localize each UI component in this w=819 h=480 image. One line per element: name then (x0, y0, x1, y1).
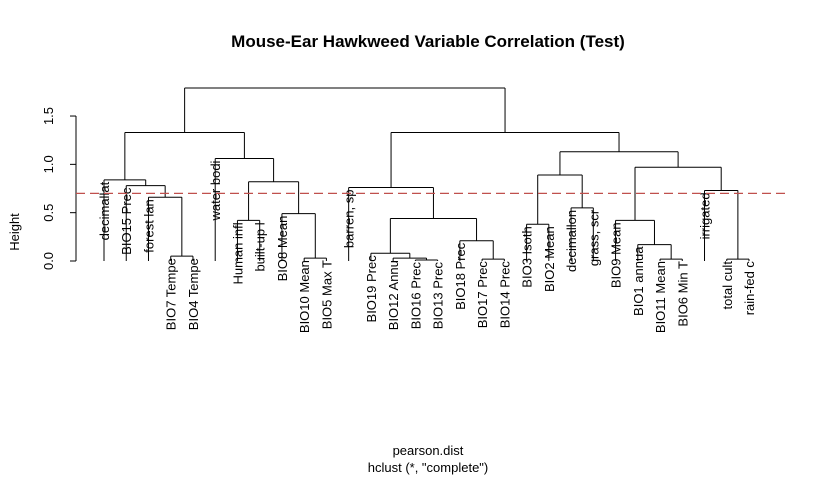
leaf-label: BIO6 Min T (675, 261, 690, 327)
leaf-label: BIO4 Tempe (186, 258, 201, 330)
y-tick-label: 1.0 (41, 155, 56, 173)
y-tick-label: 1.5 (41, 107, 56, 125)
y-axis: 0.0 0.5 1.0 1.5 (41, 107, 77, 270)
leaf-label: BIO8 Mean (275, 216, 290, 282)
leaf-label: BIO10 Mean (297, 260, 312, 333)
x-axis-sublabel: hclust (*, "complete") (368, 460, 489, 475)
leaf-label: forest lan (141, 199, 156, 252)
leaf-label: BIO11 Mean (653, 261, 668, 333)
leaf-label: BIO9 Mean (609, 222, 624, 288)
leaf-label: water bodi (208, 160, 223, 221)
leaf-label: BIO5 Max T (319, 260, 334, 329)
leaf-label: total cult (720, 261, 735, 310)
leaf-label: BIO2 Mean (542, 226, 557, 292)
leaf-label: BIO14 Prec (497, 261, 512, 329)
dendrogram-tree (103, 87, 750, 261)
leaf-label: BIO3 Isoth (520, 226, 535, 287)
leaf-label: built-up l (253, 222, 268, 271)
leaf-label: BIO18 Prec (453, 242, 468, 310)
leaf-label: BIO19 Prec (364, 255, 379, 323)
y-tick-label: 0.5 (41, 204, 56, 222)
leaf-label: irrigated (698, 192, 713, 239)
leaf-label: BIO12 Annu (386, 260, 401, 330)
leaf-label: decimallat (97, 181, 112, 240)
leaf-label: BIO15 Prec (119, 187, 134, 255)
leaf-labels: decimallat BIO15 Prec forest lan BIO7 Tempe… (97, 160, 757, 333)
leaf-label: decimallon (564, 210, 579, 272)
leaf-label: grass, scr (586, 209, 601, 266)
leaf-label: barren, sp (342, 190, 357, 249)
x-axis-label: pearson.dist (393, 443, 464, 458)
leaf-label: BIO1 annua (631, 246, 646, 316)
leaf-label: BIO16 Prec (408, 262, 423, 330)
y-axis-label: Height (7, 213, 22, 251)
leaf-label: BIO7 Tempe (164, 258, 179, 330)
leaf-label: rain-fed c (742, 261, 757, 316)
chart-title: Mouse-Ear Hawkweed Variable Correlation … (231, 32, 625, 51)
y-tick-label: 0.0 (41, 252, 56, 270)
leaf-label: Human infl (230, 222, 245, 284)
leaf-label: BIO17 Prec (475, 261, 490, 329)
leaf-label: BIO13 Prec (431, 262, 446, 330)
